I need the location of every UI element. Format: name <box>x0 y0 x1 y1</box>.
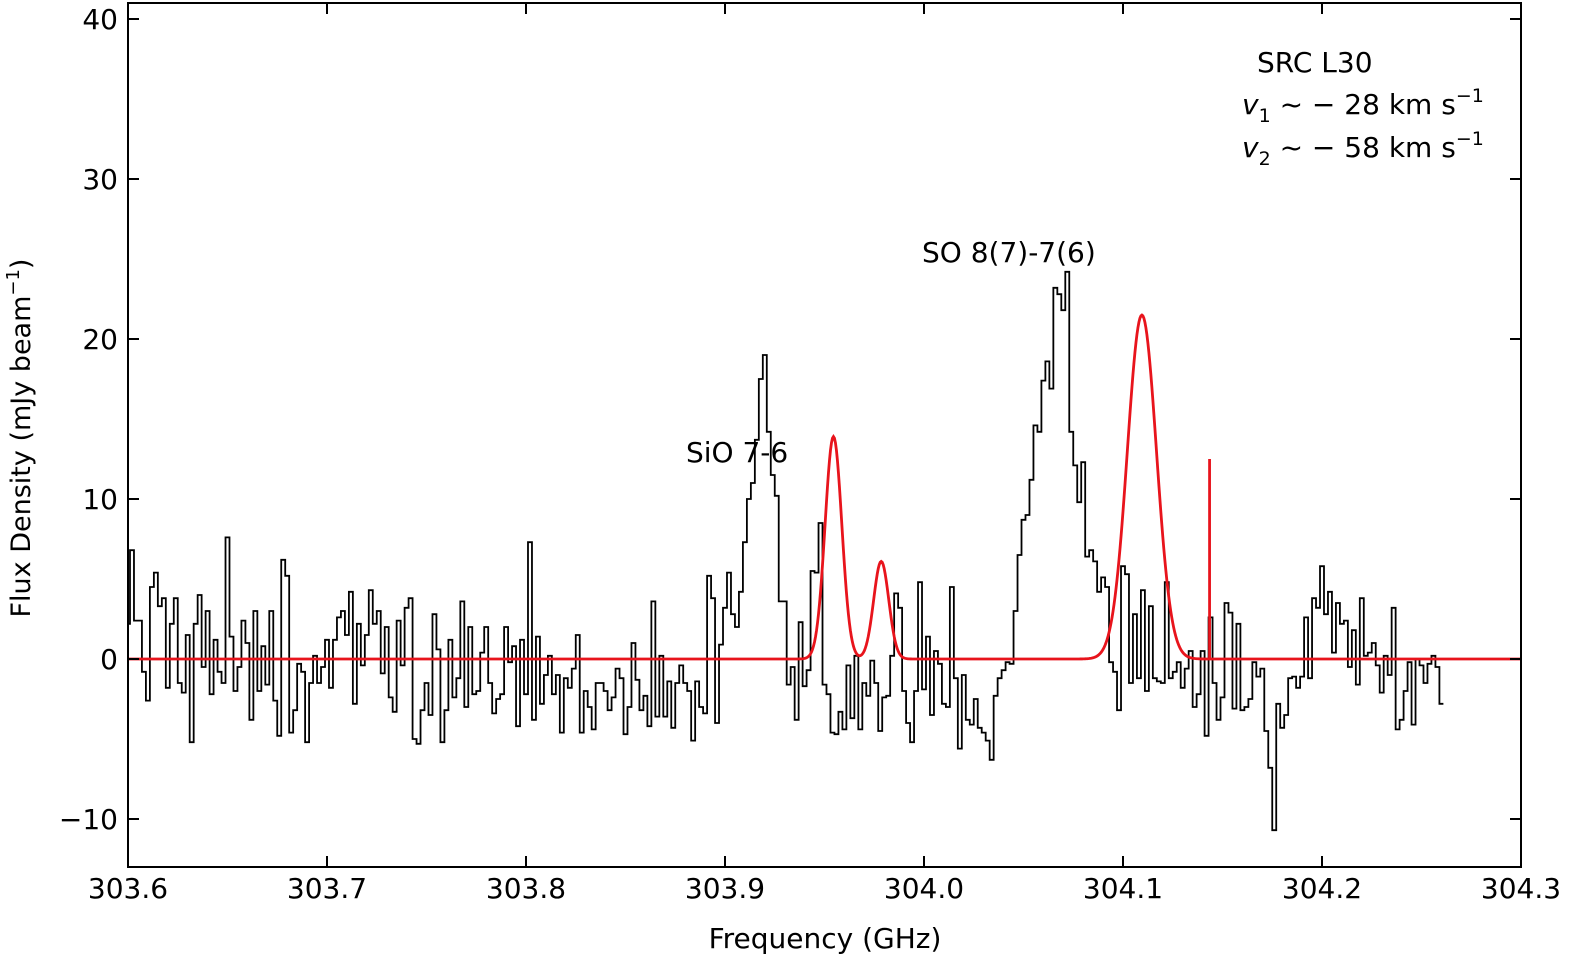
x-tick-label: 304.0 <box>884 872 964 905</box>
y-axis-label-sup: −1 <box>3 269 24 296</box>
y-tick-label: 20 <box>82 323 118 356</box>
y-tick-label: 40 <box>82 3 118 36</box>
x-axis: 303.6 303.7 303.8 303.9 304.0 304.1 304.2 304.3 <box>88 3 1561 905</box>
x-tick-label: 303.8 <box>486 872 566 905</box>
x-axis-label: Frequency (GHz) <box>709 922 942 955</box>
velocity-1-label: v1 ~ − 28 km s−1 <box>1242 85 1484 127</box>
fit-layer <box>128 313 1521 661</box>
velocity-2-subscript: 2 <box>1259 148 1271 170</box>
y-axis-label-main: Flux Density (mJy beam <box>6 296 37 618</box>
y-tick-label: 30 <box>82 163 118 196</box>
y-tick-label: 10 <box>82 483 118 516</box>
x-tick-label: 303.6 <box>88 872 168 905</box>
velocity-2-symbol: v <box>1242 131 1259 164</box>
spectrum-line <box>128 270 1444 832</box>
source-label: SRC L30 <box>1257 46 1373 79</box>
y-tick-label: −10 <box>59 803 118 836</box>
velocity-1-subscript: 1 <box>1259 105 1271 127</box>
x-tick-label: 303.9 <box>685 872 765 905</box>
y-axis-label-tail: ) <box>6 259 37 270</box>
velocity-2-superscript: −1 <box>1456 128 1484 150</box>
velocity-2-text: ~ − 58 km s <box>1271 131 1456 164</box>
velocity-1-superscript: −1 <box>1456 85 1484 107</box>
x-tick-label: 303.7 <box>287 872 367 905</box>
x-tick-label: 304.2 <box>1282 872 1362 905</box>
so-line-label: SO 8(7)-7(6) <box>922 236 1096 269</box>
y-tick-label: 0 <box>100 643 118 676</box>
fit-line <box>128 313 1521 661</box>
x-tick-label: 304.3 <box>1481 872 1561 905</box>
velocity-2-label: v2 ~ − 58 km s−1 <box>1242 128 1484 170</box>
plot-frame <box>127 2 1522 868</box>
velocity-1-text: ~ − 28 km s <box>1271 88 1456 121</box>
spectrum-layer <box>128 270 1444 832</box>
y-axis: −10 0 10 20 30 40 <box>59 3 1521 836</box>
x-tick-label: 304.1 <box>1083 872 1163 905</box>
y-axis-label: Flux Density (mJy beam−1) <box>3 259 37 618</box>
sio-line-label: SiO 7-6 <box>686 436 788 469</box>
velocity-1-symbol: v <box>1242 88 1259 121</box>
